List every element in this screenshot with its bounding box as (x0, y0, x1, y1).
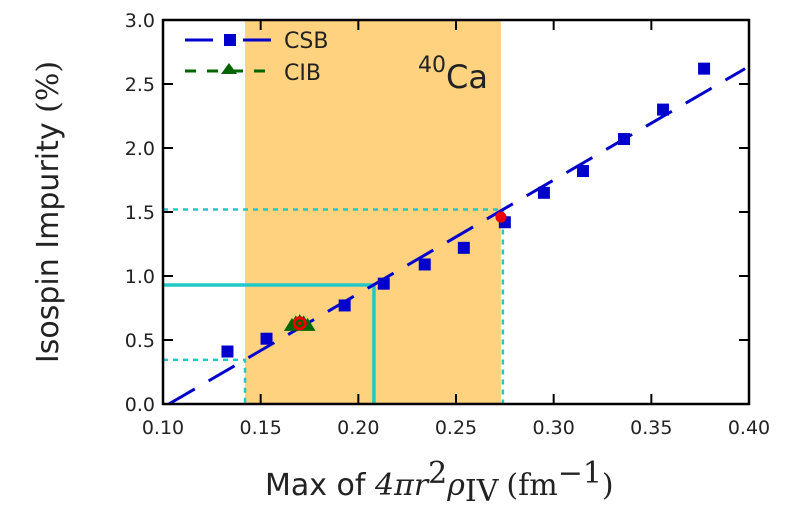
annotation-element: Ca (446, 58, 488, 96)
fit-line (168, 67, 746, 406)
x-axis-title: Max of 4πr2ρIV (fm−1) (265, 456, 614, 509)
y-axis-title: Isospin Impurity (%) (31, 61, 66, 363)
csb-point (698, 62, 711, 75)
csb-point (657, 103, 670, 116)
csb-point (221, 345, 234, 358)
legend: CSB CIB (185, 29, 328, 86)
x-tick-label: 0.30 (533, 417, 575, 439)
x-tick-label: 0.15 (240, 417, 282, 439)
nucleus-annotation: 40 Ca (418, 53, 488, 96)
x-tick-label: 0.40 (728, 417, 770, 439)
data-points (221, 62, 711, 358)
reference-line-dotted (163, 358, 247, 404)
x-tick-label: 0.20 (337, 417, 379, 439)
y-tick-label: 0.5 (125, 330, 155, 352)
csb-fit-line (168, 67, 746, 406)
csb-point (338, 299, 351, 312)
axes: 0.10 0.15 0.20 0.25 0.30 0.35 0.40 0.0 0.5 1.0 1.5… (125, 10, 770, 439)
y-tick-label: 1.5 (125, 202, 155, 224)
y-tick-label: 0.0 (125, 394, 155, 416)
csb-point (457, 241, 470, 254)
x-tick-label: 0.10 (142, 417, 184, 439)
highlight-open-circle (292, 316, 307, 331)
highlight-dot (495, 211, 507, 223)
legend-cib-label: CIB (284, 61, 321, 86)
y-tick-label: 1.0 (125, 266, 155, 288)
x-tick-label: 0.35 (630, 417, 672, 439)
csb-point (418, 258, 431, 271)
csb-point (617, 133, 630, 146)
csb-point (377, 277, 390, 290)
reference-line-dotted (163, 208, 505, 404)
y-tick-label: 3.0 (125, 10, 155, 32)
legend-csb-label: CSB (284, 29, 328, 54)
csb-point (260, 332, 273, 345)
x-tick-label: 0.25 (435, 417, 477, 439)
annotation-mass-number: 40 (418, 53, 446, 78)
y-tick-label: 2.0 (125, 138, 155, 160)
svg-text:Max of 4πr2ρIV(fm−1): Max of 4πr2ρIV (fm−1) (265, 456, 614, 509)
csb-point (537, 186, 550, 199)
svg-text:Isospin Impurity (%): Isospin Impurity (%) (31, 61, 66, 363)
y-tick-label: 2.5 (125, 74, 155, 96)
highlight-center-dot (297, 321, 302, 326)
csb-point (576, 165, 589, 178)
